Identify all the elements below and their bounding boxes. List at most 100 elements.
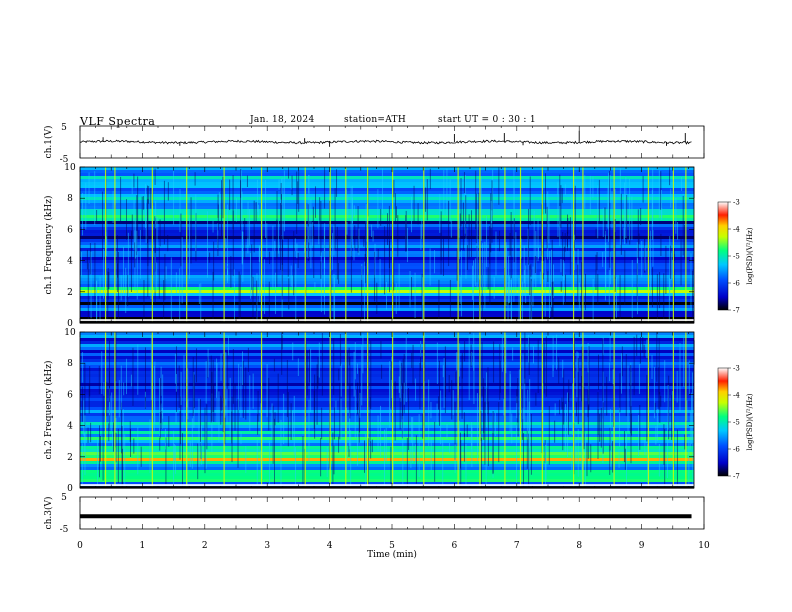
spectrogram-texture bbox=[515, 232, 517, 296]
spectrogram-texture bbox=[88, 384, 90, 414]
spectrogram-baseline-band bbox=[80, 321, 694, 324]
frequency-tick-label: 6 bbox=[67, 225, 73, 235]
spectrogram-band-row bbox=[80, 278, 694, 282]
spectrogram-texture bbox=[661, 190, 662, 219]
spectrogram-band-row bbox=[80, 389, 694, 393]
spectrogram-texture bbox=[108, 271, 110, 290]
spectrogram-texture bbox=[517, 378, 519, 423]
spectrogram-texture bbox=[179, 268, 181, 323]
spectrogram-texture bbox=[552, 281, 554, 323]
spectrogram-texture bbox=[547, 191, 549, 260]
spectrogram-texture bbox=[616, 277, 617, 318]
spectrogram-texture bbox=[308, 174, 310, 243]
spectrogram-texture bbox=[194, 172, 196, 186]
spectrogram-texture bbox=[205, 361, 207, 404]
frequency-tick-label: 6 bbox=[67, 390, 73, 400]
spectrogram-sferic bbox=[457, 332, 459, 488]
spectrogram-texture bbox=[379, 258, 381, 291]
spectrogram-texture bbox=[274, 240, 276, 252]
spectrogram-texture bbox=[548, 405, 550, 465]
spectrogram-texture bbox=[480, 176, 482, 241]
spectrogram-texture bbox=[537, 218, 539, 262]
spectrogram-texture bbox=[592, 278, 594, 323]
spectrogram-sferic bbox=[114, 332, 116, 488]
spectrogram-texture bbox=[480, 437, 482, 488]
spectrogram-texture bbox=[235, 198, 237, 222]
spectrogram-texture bbox=[333, 407, 335, 440]
spectrogram-texture bbox=[663, 424, 665, 465]
spectrogram-band-row bbox=[80, 308, 694, 312]
spectrogram-texture bbox=[420, 344, 422, 371]
spectrogram-texture bbox=[486, 215, 488, 267]
spectrogram-band-row bbox=[80, 377, 694, 381]
spectrogram-texture bbox=[509, 370, 511, 433]
spectrogram-texture bbox=[150, 334, 152, 400]
spectrogram-texture bbox=[525, 265, 527, 304]
spectrogram-band-row bbox=[80, 266, 694, 270]
spectrogram-texture bbox=[120, 365, 122, 410]
spectrogram-texture bbox=[461, 352, 463, 379]
spectrogram-texture bbox=[281, 194, 282, 236]
spectrogram-texture bbox=[660, 395, 662, 407]
spectrogram-texture bbox=[283, 170, 285, 232]
spectrogram-band-row bbox=[80, 242, 694, 246]
spectrogram-texture bbox=[394, 381, 396, 441]
frequency-tick-label: 2 bbox=[67, 288, 73, 298]
spectrogram-texture bbox=[219, 197, 221, 214]
spectrogram-texture bbox=[566, 231, 568, 247]
spectrogram-band-row bbox=[80, 479, 694, 483]
spectrogram-texture bbox=[96, 209, 98, 223]
spectrogram-texture bbox=[290, 265, 292, 287]
spectrogram-texture bbox=[213, 384, 215, 422]
spectrogram-texture bbox=[677, 222, 679, 240]
spectrogram-texture bbox=[565, 404, 566, 452]
spectrogram-texture bbox=[353, 205, 355, 217]
spectrogram-texture bbox=[562, 232, 564, 277]
spectrogram-texture bbox=[471, 210, 473, 257]
spectrogram-band-row bbox=[80, 185, 694, 189]
spectrogram-texture bbox=[494, 412, 496, 437]
spectrogram-texture bbox=[487, 267, 489, 290]
figure-title: VLF Spectra bbox=[80, 115, 156, 128]
spectrogram-texture bbox=[449, 442, 451, 454]
spectrogram-texture bbox=[386, 281, 387, 310]
spectrogram-band-row bbox=[80, 233, 694, 237]
spectrogram-texture bbox=[618, 448, 620, 468]
spectrogram-texture bbox=[670, 252, 672, 280]
spectrogram-texture bbox=[201, 425, 203, 465]
spectrogram-texture bbox=[619, 275, 621, 323]
ch1-waveform-panel: 5 -5 ch.1(V) bbox=[43, 123, 705, 165]
spectrogram-texture bbox=[466, 245, 468, 270]
spectrogram-texture bbox=[476, 220, 478, 289]
spectrogram-texture bbox=[175, 410, 177, 424]
spectrogram-texture bbox=[206, 404, 208, 450]
time-tick-label: 7 bbox=[514, 541, 520, 551]
spectrogram-texture bbox=[94, 171, 96, 225]
spectrogram-texture bbox=[99, 276, 101, 323]
ch2-colorbar-ticks: -3 -4 -5 -6 -7 bbox=[728, 365, 740, 481]
spectrogram-texture bbox=[229, 377, 231, 437]
spectrogram-band-row bbox=[80, 380, 694, 384]
spectrogram-sferic bbox=[672, 167, 674, 323]
spectrogram-texture bbox=[188, 215, 190, 279]
spectrogram-sferic bbox=[613, 167, 615, 323]
spectrogram-sferic bbox=[104, 167, 107, 323]
spectrogram-texture bbox=[156, 216, 158, 248]
spectrogram-texture bbox=[575, 438, 577, 463]
spectrogram-texture bbox=[133, 173, 135, 188]
spectrogram-texture bbox=[620, 193, 622, 255]
spectrogram-texture bbox=[561, 397, 563, 410]
spectrogram-band-row bbox=[80, 203, 694, 207]
spectrogram-texture bbox=[562, 259, 564, 305]
spectrogram-texture bbox=[499, 344, 501, 400]
spectrogram-texture bbox=[690, 253, 692, 309]
spectrogram-texture bbox=[354, 342, 356, 380]
spectrogram-texture bbox=[377, 189, 379, 229]
spectrogram-texture bbox=[297, 181, 299, 204]
spectrogram-band-row bbox=[80, 173, 694, 177]
spectrogram-texture bbox=[562, 401, 564, 451]
spectrogram-band-row bbox=[80, 443, 694, 447]
spectrogram-texture bbox=[257, 204, 259, 218]
spectrogram-texture bbox=[365, 433, 367, 485]
spectrogram-texture bbox=[292, 410, 293, 439]
